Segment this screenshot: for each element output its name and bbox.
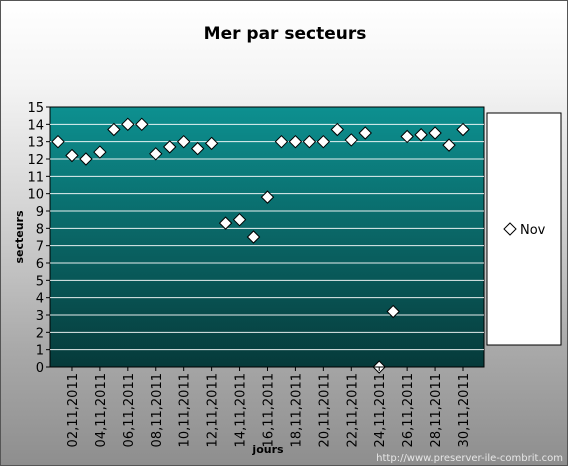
x-tick-label: 12,11,2011 bbox=[206, 373, 221, 447]
legend-label-nov: Nov bbox=[520, 223, 546, 238]
x-tick-label: 28,11,2011 bbox=[429, 373, 444, 447]
x-tick-label: 08,11,2011 bbox=[150, 373, 165, 447]
x-tick-label: 06,11,2011 bbox=[122, 373, 137, 447]
data-point bbox=[260, 190, 275, 204]
x-axis-title: jours bbox=[251, 443, 284, 456]
chart-title: Mer par secteurs bbox=[204, 24, 367, 44]
footer-watermark: http://www.preserver-ile-combrit.com bbox=[376, 453, 563, 464]
y-tick-label: 7 bbox=[36, 240, 44, 255]
data-point bbox=[274, 134, 289, 149]
data-point bbox=[316, 134, 331, 149]
plot-area bbox=[49, 106, 485, 374]
x-tick-label: 26,11,2011 bbox=[401, 373, 416, 447]
legend: Nov bbox=[486, 112, 562, 346]
y-tick-label: 0 bbox=[36, 361, 44, 376]
legend-marker-nov bbox=[503, 222, 517, 236]
y-tick-label: 5 bbox=[36, 274, 44, 289]
y-tick-label: 8 bbox=[36, 222, 44, 237]
data-point bbox=[456, 122, 470, 137]
data-point bbox=[107, 122, 121, 137]
x-tick-label: 22,11,2011 bbox=[345, 373, 360, 447]
data-point bbox=[232, 212, 247, 227]
y-tick-label: 6 bbox=[36, 257, 44, 272]
data-point bbox=[302, 134, 317, 149]
x-tick-label: 20,11,2011 bbox=[317, 373, 332, 447]
gridlines bbox=[50, 123, 484, 351]
legend-box bbox=[486, 112, 562, 346]
y-tick-label: 4 bbox=[36, 292, 44, 307]
data-point bbox=[93, 145, 107, 159]
data-point bbox=[428, 126, 442, 140]
data-point bbox=[400, 129, 414, 144]
data-point bbox=[176, 134, 191, 149]
data-point bbox=[65, 148, 79, 163]
data-point bbox=[135, 117, 149, 132]
y-tick-label: 10 bbox=[27, 188, 44, 203]
y-tick-label: 12 bbox=[27, 153, 44, 168]
x-tick-label: 30,11,2011 bbox=[457, 373, 472, 447]
data-point bbox=[246, 230, 261, 244]
data-point bbox=[204, 136, 219, 151]
series-markers bbox=[51, 117, 470, 374]
x-tick-label: 14,11,2011 bbox=[234, 373, 249, 447]
y-tick-label: 3 bbox=[36, 309, 44, 324]
data-point bbox=[414, 128, 428, 142]
plot-background bbox=[49, 106, 485, 368]
x-tick-label: 18,11,2011 bbox=[289, 373, 304, 447]
data-point bbox=[149, 147, 163, 161]
x-tick-label: 04,11,2011 bbox=[94, 373, 109, 447]
data-point bbox=[442, 138, 456, 152]
x-axis-ticks: 02,11,2011 04,11,2011 06,11,2011 08,11,2011… bbox=[50, 366, 484, 447]
x-tick-label: 10,11,2011 bbox=[178, 373, 193, 447]
data-point bbox=[288, 134, 303, 149]
data-point bbox=[79, 152, 93, 166]
y-tick-label: 13 bbox=[27, 136, 44, 151]
y-tick-label: 1 bbox=[36, 344, 44, 359]
data-point bbox=[344, 133, 358, 147]
x-tick-label: 02,11,2011 bbox=[66, 373, 81, 447]
data-point bbox=[190, 141, 205, 156]
y-tick-label: 15 bbox=[27, 101, 44, 116]
data-point bbox=[386, 304, 400, 319]
y-tick-label: 2 bbox=[36, 326, 44, 341]
data-point bbox=[51, 134, 65, 149]
data-point bbox=[121, 117, 135, 132]
y-tick-label: 11 bbox=[27, 170, 44, 185]
y-tick-label: 9 bbox=[36, 205, 44, 220]
y-axis-title: secteurs bbox=[13, 210, 26, 264]
data-point bbox=[218, 216, 233, 230]
y-tick-label: 14 bbox=[27, 118, 44, 133]
data-point bbox=[163, 140, 177, 154]
x-tick-label: 16,11,2011 bbox=[261, 373, 276, 447]
data-point bbox=[330, 122, 345, 137]
x-tick-label: 24,11,2011 bbox=[373, 373, 388, 447]
data-point bbox=[358, 126, 372, 140]
